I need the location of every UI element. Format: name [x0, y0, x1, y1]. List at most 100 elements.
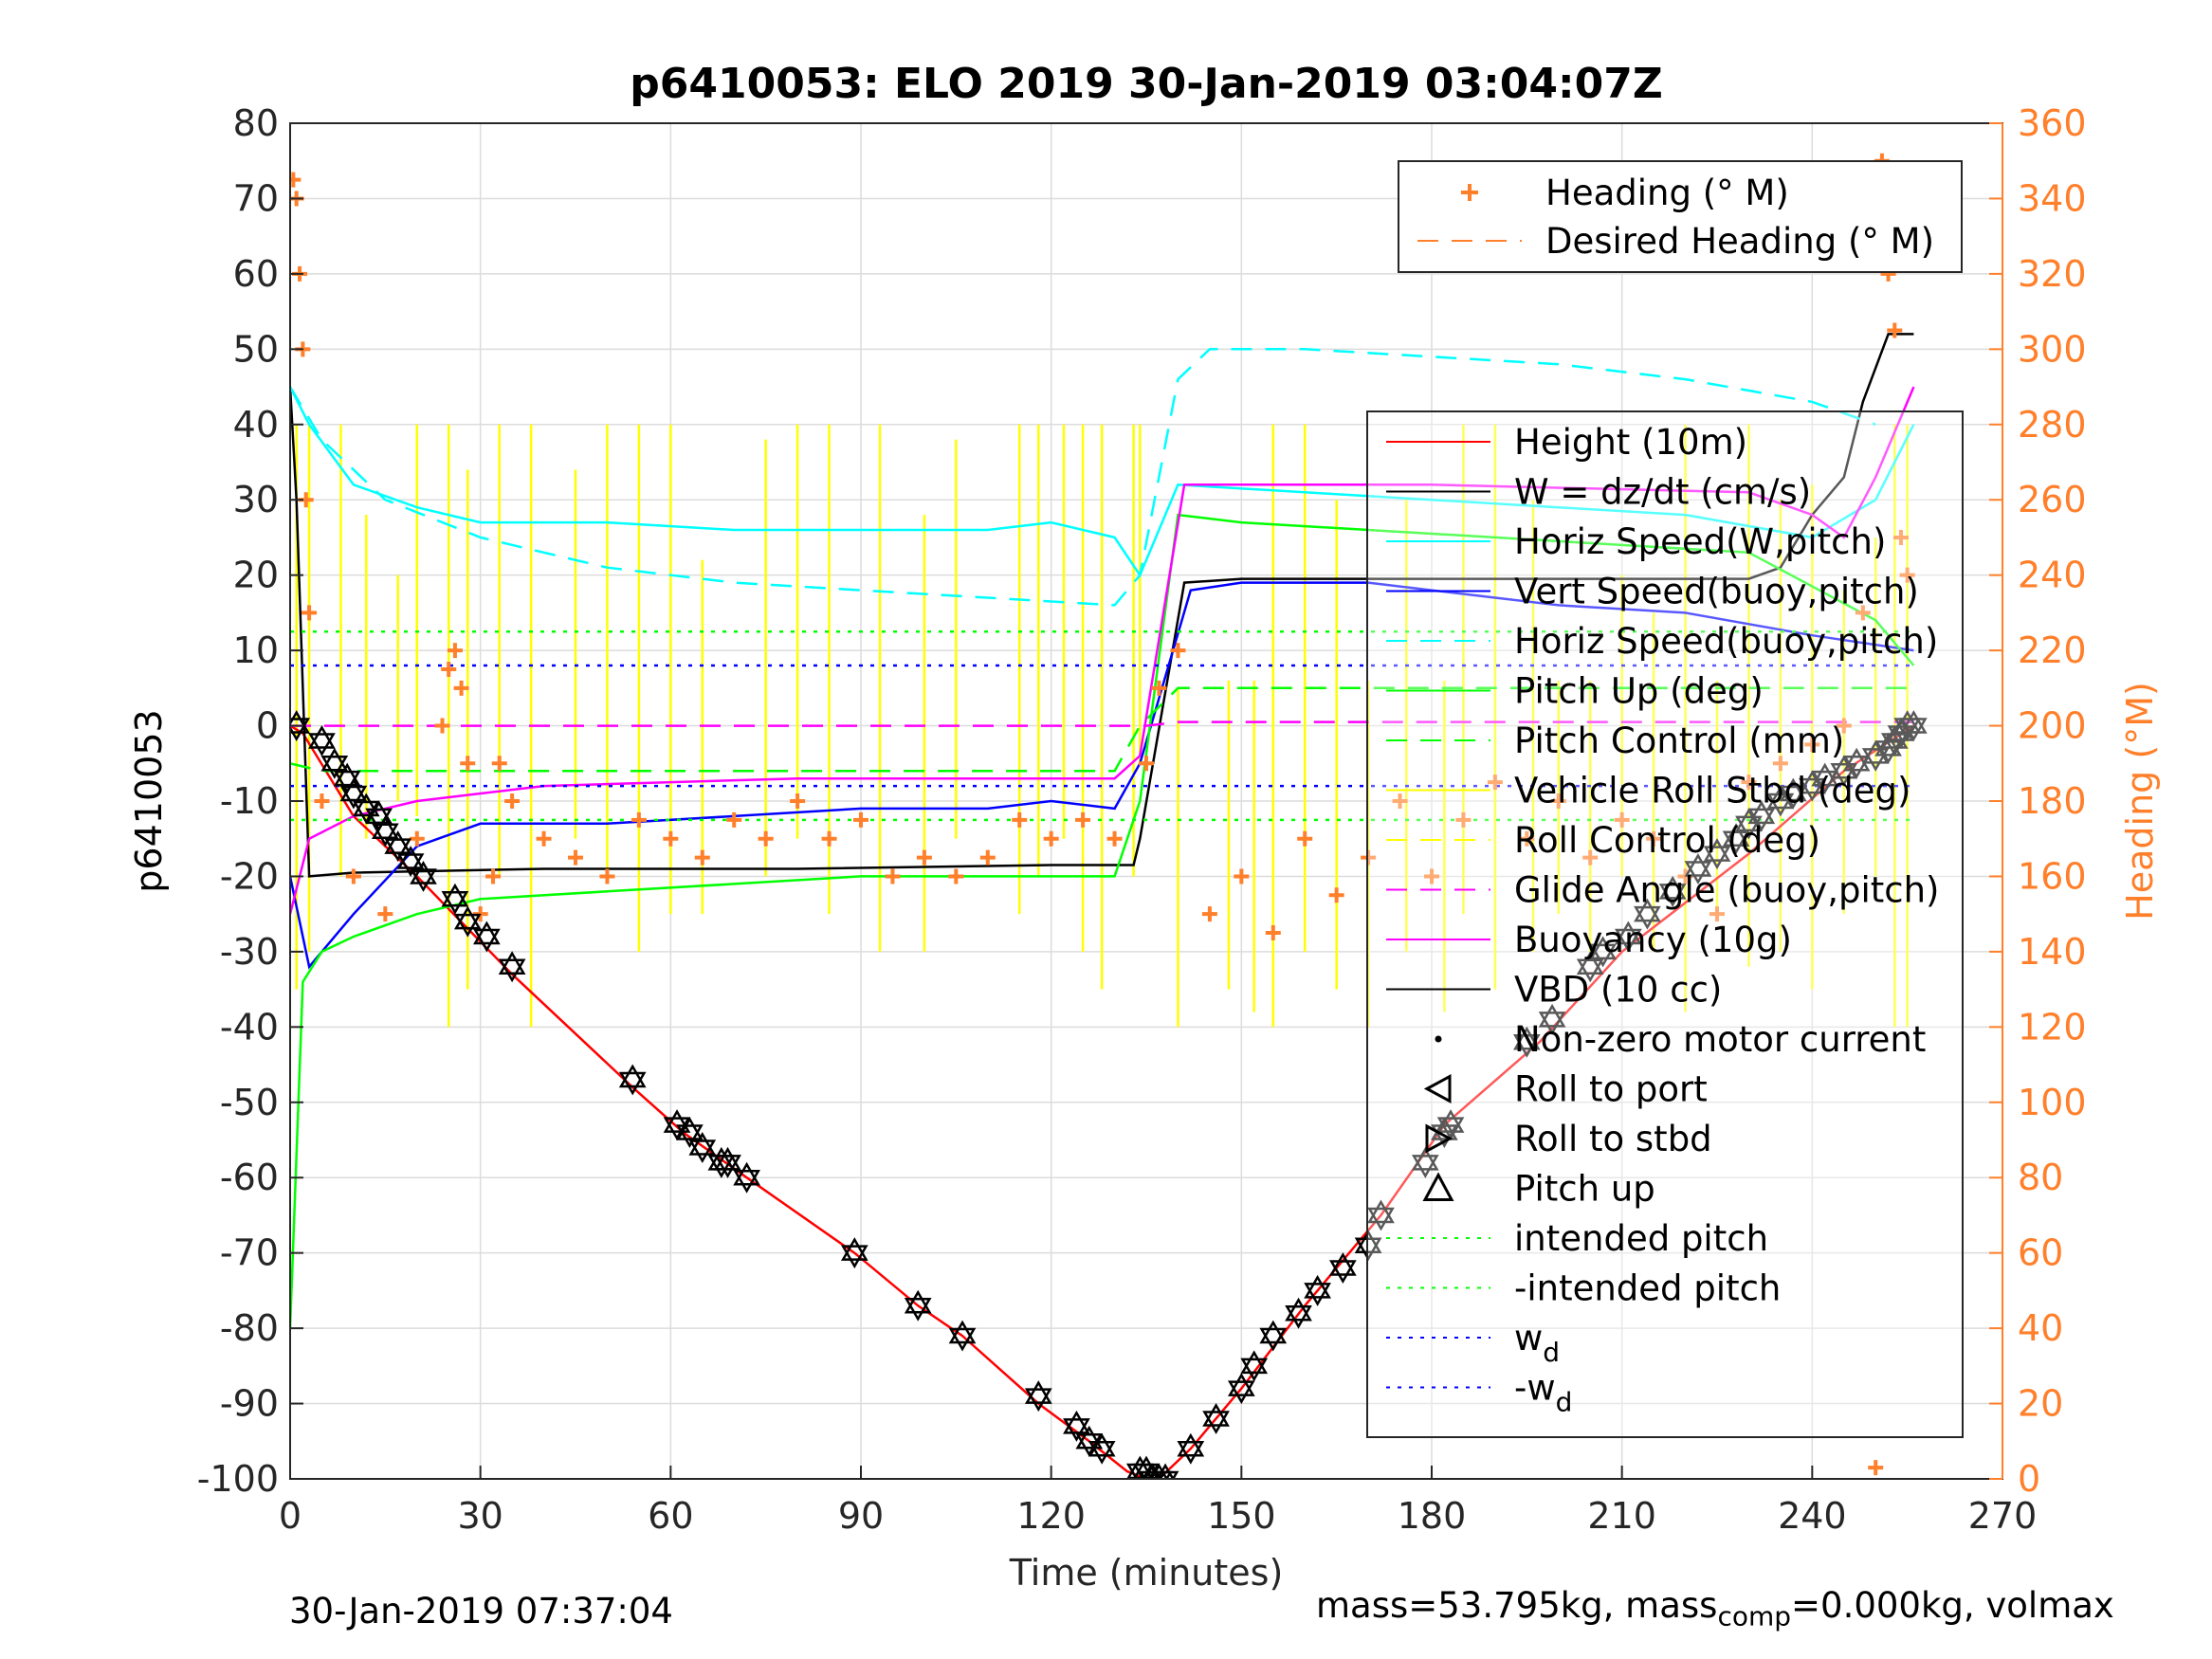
heading-point [302, 605, 318, 621]
footer-mass-text: mass=53.795kg, mass [1316, 1585, 1718, 1626]
heading-point [979, 849, 996, 866]
pitch-roll-marker [1367, 1199, 1395, 1231]
heading-point [485, 868, 502, 884]
pitch-roll-marker [948, 1320, 977, 1352]
pitch-roll-marker [384, 830, 412, 863]
heading-point [1170, 643, 1186, 659]
x-tick-label: 120 [1016, 1495, 1086, 1537]
y-right-tick-label: 360 [2018, 102, 2087, 144]
pitch-roll-marker [1259, 1320, 1288, 1352]
pitch-roll-marker [1075, 1425, 1104, 1457]
legend-main-sample [1425, 1123, 1453, 1154]
y-right-tick-label: 20 [2018, 1383, 2063, 1425]
legend-main-sample [1435, 1035, 1442, 1043]
legend-main-box [1366, 410, 1964, 1438]
series-line [290, 720, 1914, 727]
pitch-roll-marker [453, 905, 482, 938]
x-tick-label: 150 [1207, 1495, 1276, 1537]
plot-area [290, 153, 1928, 1479]
pitch-roll-marker [1329, 1252, 1357, 1285]
pitch-roll-marker [1576, 951, 1604, 983]
heading-point [916, 849, 932, 866]
pitch-roll-marker [498, 951, 526, 983]
pitch-roll-marker [1063, 1410, 1090, 1442]
pitch-roll-marker [1202, 1402, 1230, 1434]
y-tick-label: -50 [220, 1082, 279, 1123]
legend-main-label: Roll to port [1514, 1069, 1708, 1110]
x-tick-label: 90 [838, 1495, 884, 1537]
heading-point [314, 793, 330, 809]
heading-point [434, 718, 450, 734]
pitch-roll-marker [904, 1289, 932, 1322]
legend-main-label: Vehicle Roll Stbd (deg) [1514, 771, 1910, 811]
heading-point [1297, 830, 1313, 847]
y-tick-label: -60 [220, 1157, 279, 1198]
pitch-roll-marker [1088, 1432, 1116, 1465]
heading-point [1887, 322, 1903, 338]
x-tick-label: 30 [457, 1495, 503, 1537]
heading-point [290, 172, 302, 188]
legend-main-label: wd [1514, 1318, 1560, 1368]
heading-point [758, 830, 774, 847]
pitch-roll-marker [1861, 739, 1890, 772]
pitch-roll-marker [1538, 1003, 1566, 1035]
pitch-roll-marker [688, 1131, 717, 1163]
heading-point [1646, 830, 1662, 847]
heading-point [1424, 868, 1439, 884]
pitch-roll-marker [1512, 1026, 1541, 1058]
pitch-roll-marker [473, 921, 501, 953]
heading-point [948, 868, 964, 884]
axes: 0 30 60 90 120 150 180 210 240 270 80 70 60 50 40 30 20 1… [197, 102, 2087, 1537]
heading-point [1012, 811, 1028, 828]
pitch-roll-marker [371, 815, 399, 848]
y-right-tick-label: 160 [2018, 855, 2087, 897]
heading-point [345, 868, 361, 884]
x-axis-label: Time (minutes) [1009, 1552, 1284, 1594]
pitch-roll-marker [840, 1237, 868, 1269]
y-axis-right-label: Heading (°M) [2119, 682, 2161, 921]
y-right-tick-label: 240 [2018, 555, 2087, 596]
heading-point [1772, 756, 1788, 772]
heading-point [631, 811, 647, 828]
pitch-roll-marker [1411, 1146, 1439, 1178]
legend-main-label: Horiz Speed(buoy,pitch) [1514, 621, 1938, 662]
x-tick-label: 240 [1778, 1495, 1847, 1537]
heading-point [1741, 775, 1757, 791]
series-line [290, 386, 1915, 578]
heading-point [1487, 775, 1503, 791]
heading-point [460, 756, 476, 772]
legend-main-label: Non-zero motor current [1514, 1019, 1926, 1060]
heading-point [1151, 680, 1167, 696]
y-tick-label: -40 [220, 1006, 279, 1048]
heading-point [853, 811, 868, 828]
footer-mass-sub: comp [1717, 1600, 1792, 1632]
pitch-roll-marker [1436, 1109, 1465, 1141]
heading-point [1709, 906, 1725, 922]
y-right-tick-label: 200 [2018, 705, 2087, 747]
y-tick-label: 30 [233, 479, 279, 520]
y-tick-label: 20 [233, 555, 279, 596]
heading-point [1328, 887, 1344, 903]
chart-title: p6410053: ELO 2019 30-Jan-2019 03:04:07Z [630, 60, 1662, 108]
heading-point [1265, 925, 1281, 941]
pitch-roll-marker [1811, 762, 1839, 794]
pitch-roll-marker [1766, 785, 1795, 817]
heading-point [885, 868, 901, 884]
y-tick-label: -10 [220, 780, 279, 822]
heading-point [726, 811, 742, 828]
y-tick-label: 50 [233, 328, 279, 370]
pitch-roll-marker [1684, 853, 1712, 884]
pitch-roll-marker [1830, 755, 1858, 787]
pitch-roll-marker [618, 1064, 647, 1096]
legend-main-label: Height (10m) [1514, 422, 1747, 463]
y-right-tick-label: 40 [2018, 1307, 2063, 1349]
legend-main-label: Pitch Up (deg) [1514, 671, 1764, 712]
heading-point [1043, 830, 1059, 847]
y-tick-label: 60 [233, 253, 279, 295]
y-right-tick-label: 300 [2018, 328, 2087, 370]
heading-point [1836, 718, 1852, 734]
pitch-roll-marker [396, 846, 425, 878]
heading-point [409, 830, 425, 847]
y-tick-label: 10 [233, 629, 279, 671]
